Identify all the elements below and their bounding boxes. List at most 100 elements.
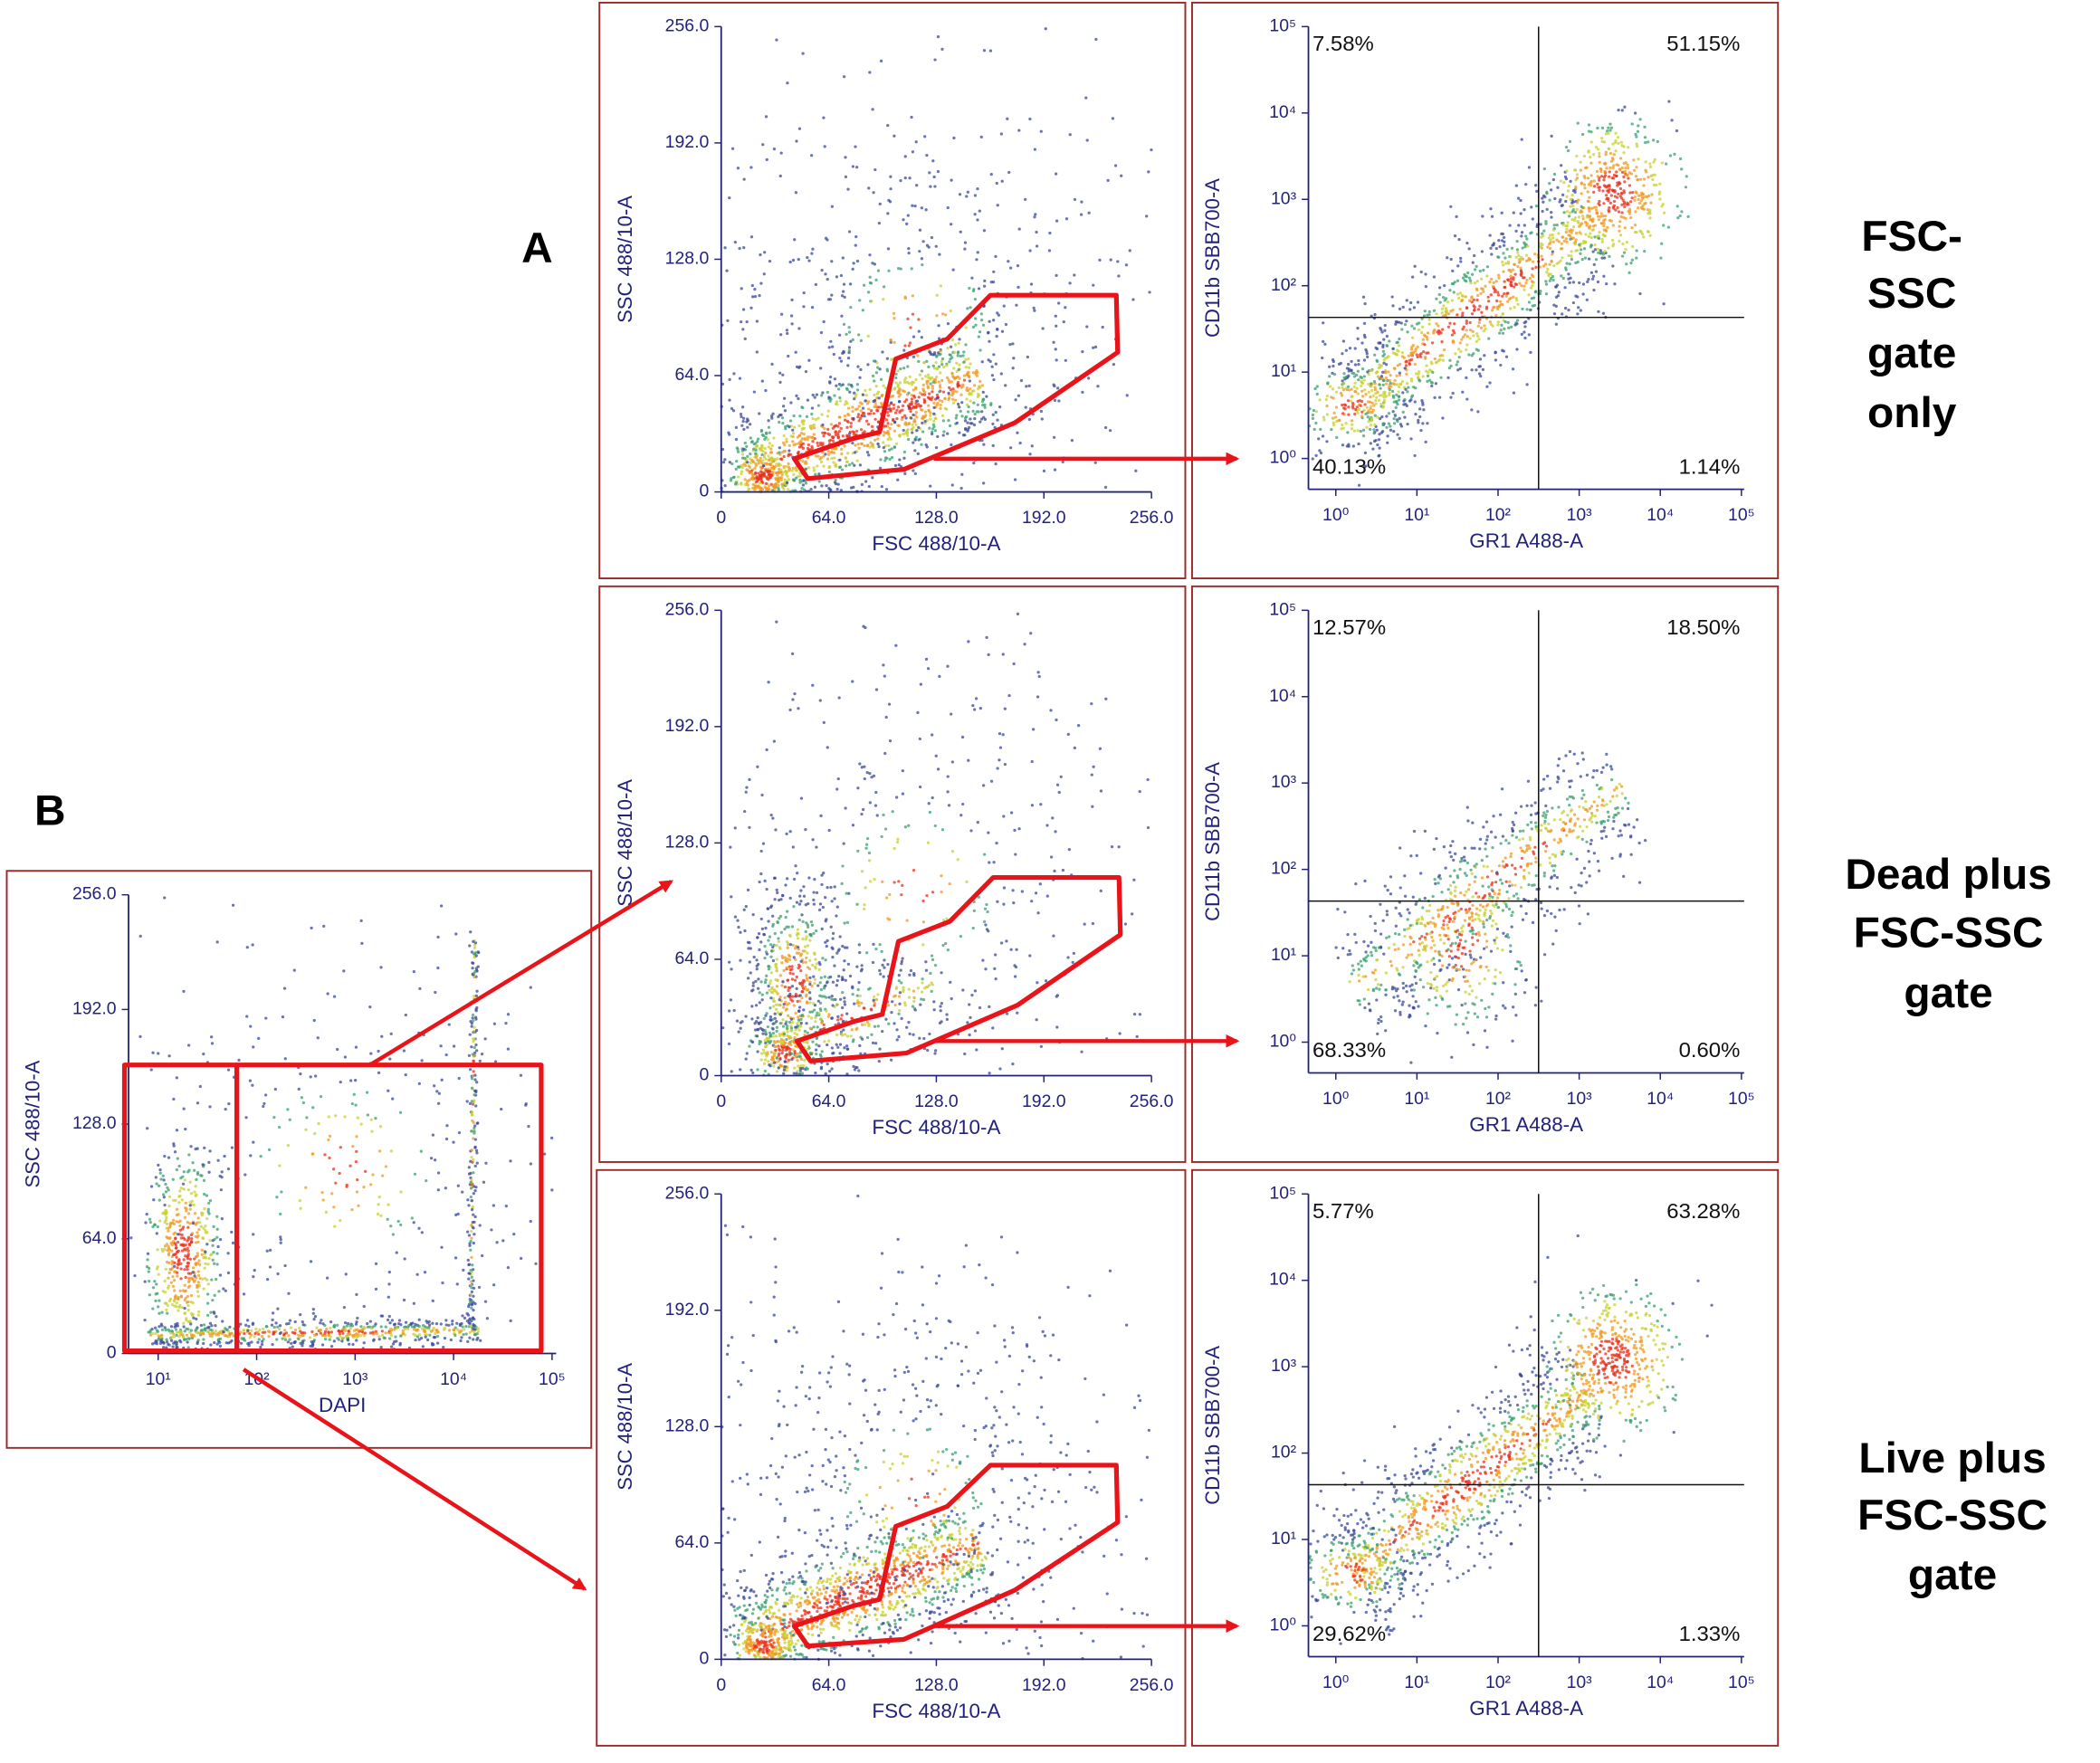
event-dot [977,335,980,338]
event-dot [795,901,799,904]
event-dot [847,463,852,467]
event-dot [768,1006,772,1010]
event-dot [1409,437,1413,441]
event-dot [1472,334,1475,338]
event-dot [798,994,802,997]
event-dot [931,386,935,390]
event-dot [778,420,781,424]
event-dot [763,1038,768,1043]
event-dot [813,977,817,981]
event-dot [896,369,900,373]
event-dot [1562,181,1566,185]
event-dot [1501,348,1504,352]
event-dot [1585,166,1589,169]
event-dot [907,824,911,827]
event-dot [1618,168,1622,172]
event-dot [1368,427,1372,432]
event-dot [1460,338,1464,341]
event-dot [826,453,831,456]
event-dot [978,348,982,352]
event-dot [945,364,949,367]
event-dot [1386,378,1389,383]
event-dot [826,981,829,985]
event-dot [1411,336,1415,339]
event-dot [1372,404,1376,407]
event-dot [1600,256,1604,260]
event-dot [930,954,934,958]
event-dot [855,994,859,997]
event-dot [775,1025,779,1029]
event-dot [1116,260,1120,263]
event-dot [873,379,876,383]
event-dot [846,187,850,191]
event-dot [827,395,831,399]
event-dots [720,27,1153,493]
event-dot [1016,1011,1019,1015]
event-dot [794,350,797,354]
event-dot [772,1064,776,1068]
event-dot [793,425,797,429]
event-dot [756,986,760,990]
event-dot [914,140,918,144]
event-dot [897,1012,901,1015]
event-dot [1340,427,1343,431]
event-dot [1513,285,1516,289]
event-dot [863,412,866,415]
event-dot [987,929,990,933]
event-dot [918,1036,921,1040]
event-dot [1580,205,1583,208]
event-dot [821,442,825,445]
event-dot [1003,762,1007,767]
event-dot [922,398,926,402]
x-tick-label: 256.0 [1130,1092,1174,1111]
event-dot [977,287,981,291]
event-dot [873,1042,878,1045]
event-dot [785,437,788,441]
event-dot [921,998,926,1002]
event-dot [1481,367,1485,371]
event-dot [1470,295,1474,299]
event-dot [979,319,984,322]
event-dot [1404,387,1408,391]
event-dot [950,178,953,182]
event-dot [803,1029,807,1034]
event-dot [836,432,840,435]
event-dot [807,876,811,880]
event-dot [856,849,860,853]
panel-frames [5,1,1780,1747]
event-dot [1605,167,1608,170]
event-dot [1337,419,1341,423]
event-dot [975,1048,978,1052]
event-dot [1622,189,1626,193]
event-dot [873,438,877,442]
event-dot [1450,333,1455,337]
event-dot [1418,407,1422,411]
event-dot [980,410,984,414]
event-dot [760,793,764,797]
event-dot [1653,157,1656,161]
event-dot [811,683,815,687]
event-dot [921,899,925,903]
event-dot [985,395,988,398]
event-dot [1602,256,1607,260]
event-dot [813,395,816,399]
event-dot [1515,348,1519,351]
event-dot [1400,328,1404,331]
event-dot [1494,247,1498,251]
event-dot [820,484,824,488]
event-dot [788,933,792,937]
event-dot [758,1001,761,1005]
event-dot [1564,266,1568,270]
event-dot [1344,348,1348,352]
event-dot [775,943,778,948]
event-dot [931,353,935,357]
event-dot [920,997,923,1001]
event-dot [973,417,977,421]
event-dot [732,1008,736,1013]
event-dot [835,905,839,909]
event-dot [1380,330,1384,334]
event-dot [1325,440,1329,443]
event-dot [834,478,837,482]
event-dot [732,475,736,479]
event-dot [1519,904,1523,908]
